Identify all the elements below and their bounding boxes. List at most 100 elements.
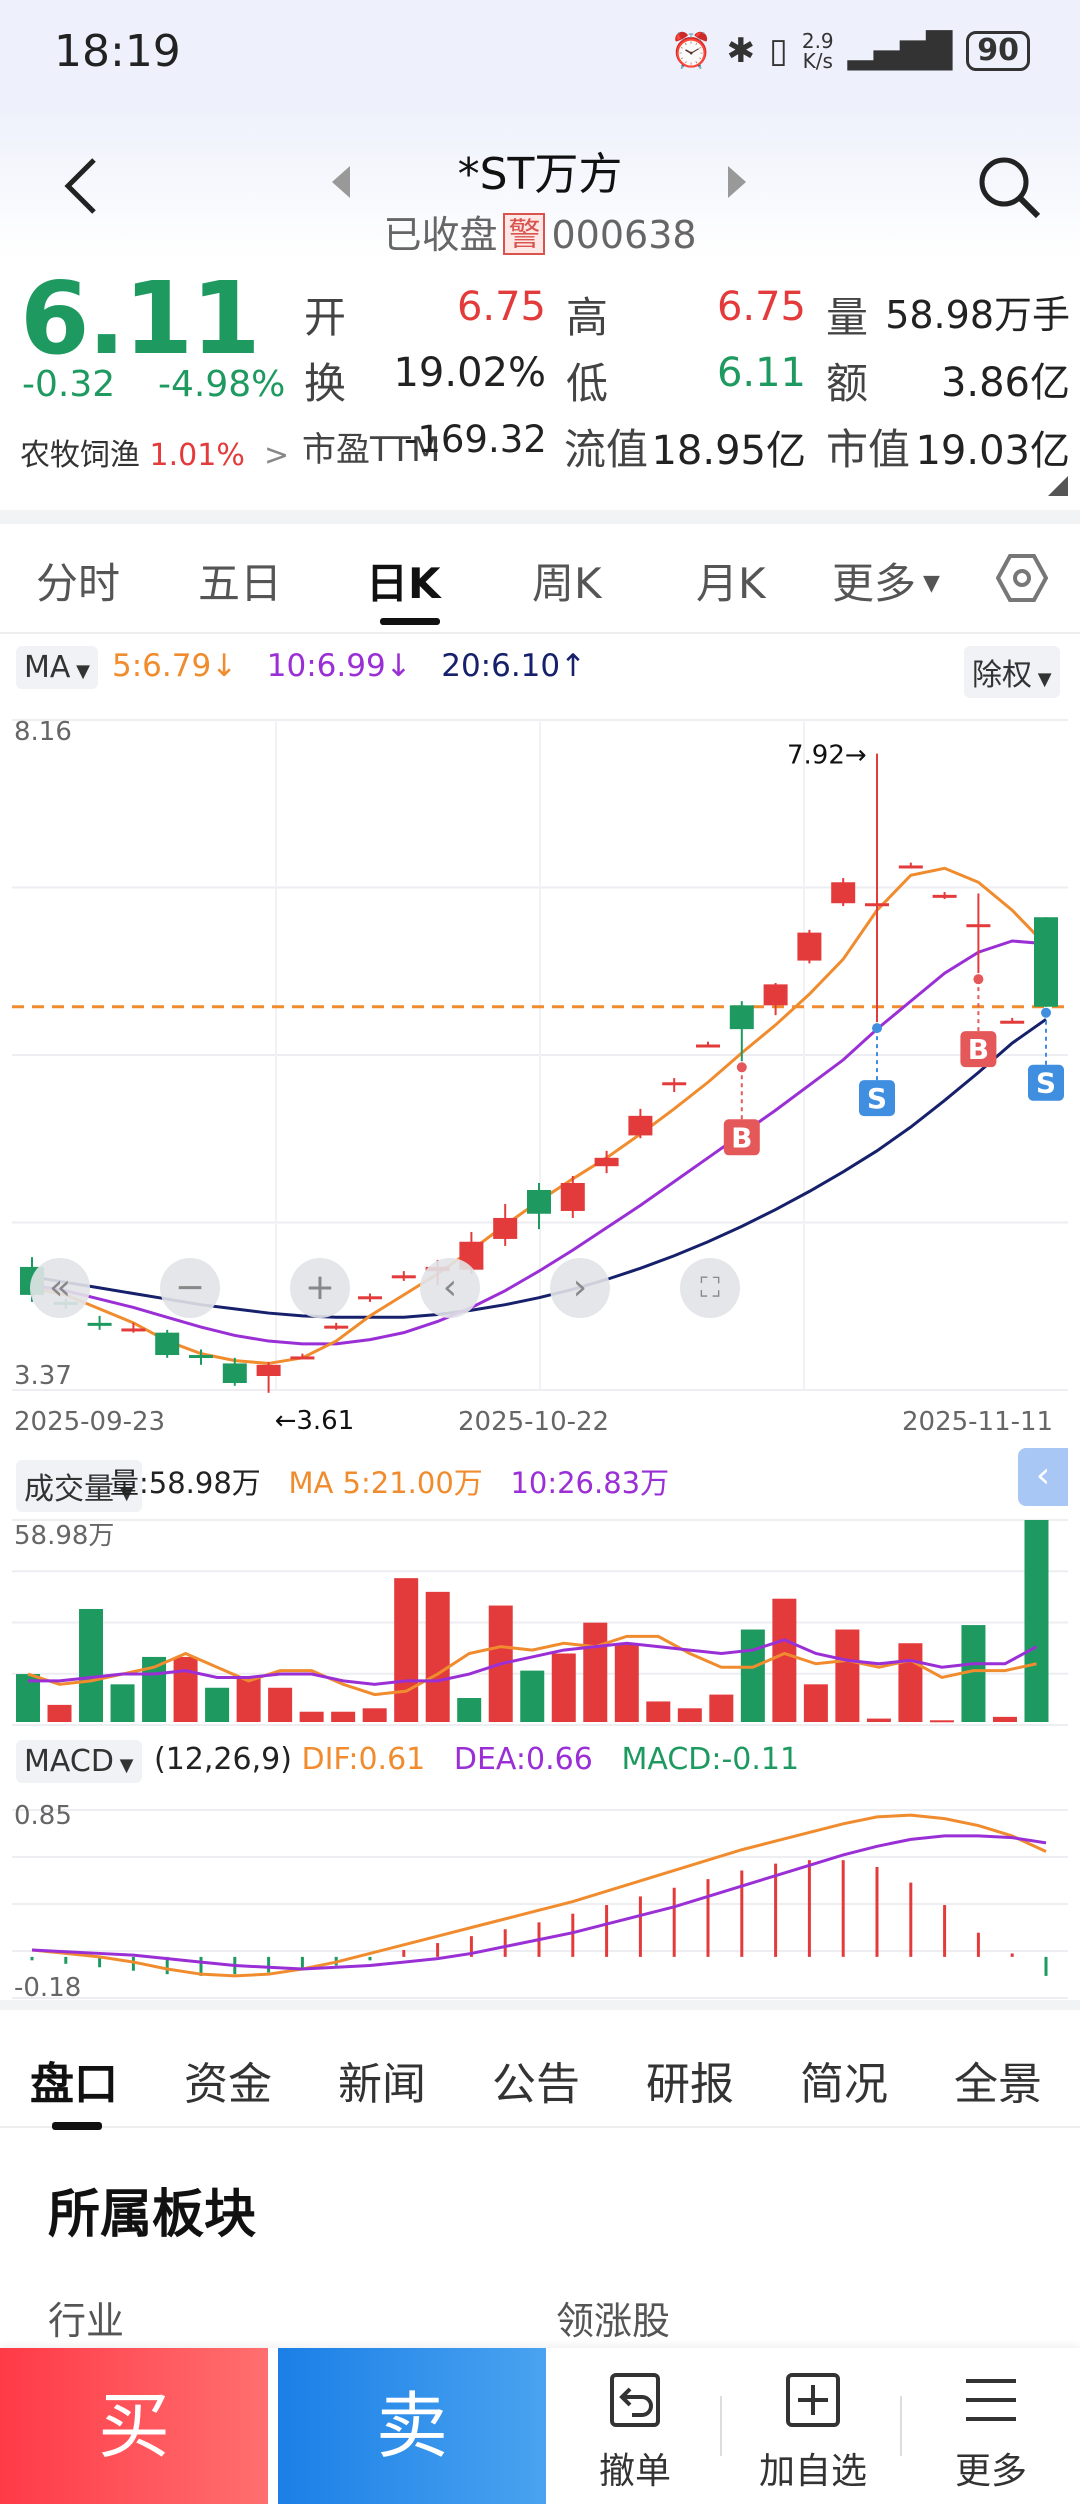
volume-ma5: MA 5:21.00万 <box>288 1466 483 1500</box>
fullscreen-button[interactable]: ⛶ <box>680 1258 740 1318</box>
caret-down-icon: ▼ <box>1032 669 1052 690</box>
tab-announcements[interactable]: 公告 <box>492 2059 580 2110</box>
tab-intraday[interactable]: 分时 <box>36 559 121 608</box>
ma-legend: 5:6.79↓ 10:6.99↓ 20:6.10↑ <box>112 648 586 684</box>
volume-bar <box>646 1701 671 1722</box>
section-title: 所属板块 <box>48 2185 257 2245</box>
scroll-left-fast-button[interactable]: « <box>30 1258 90 1318</box>
caret-right-icon <box>728 166 746 198</box>
hexagon-settings-icon <box>995 554 1049 602</box>
buy-signal-badge <box>960 1031 997 1068</box>
scroll-left-button[interactable]: ‹ <box>420 1258 480 1318</box>
chart-grid <box>12 719 1068 1999</box>
period-tabs: 分时 五日 日K 周K 月K 更多 ▼ <box>0 524 1080 634</box>
volume-bar <box>866 1718 891 1722</box>
volume-bar <box>488 1605 513 1722</box>
back-button[interactable] <box>56 156 106 216</box>
sector-tag[interactable]: 农牧饲渔 1.01% > <box>20 438 290 473</box>
price-change-pct: -4.98% <box>158 364 286 405</box>
volume-value: 58.98万手 <box>885 293 1070 337</box>
low-value: 6.11 <box>716 350 806 396</box>
x-tick-mid: 2025-10-22 <box>458 1407 609 1437</box>
prev-stock-button[interactable] <box>330 164 352 204</box>
tab-funds[interactable]: 资金 <box>184 2059 272 2110</box>
volume-bar <box>142 1656 167 1722</box>
indicator-selector[interactable]: MA ▼ <box>16 646 98 689</box>
volume-bar <box>520 1670 545 1722</box>
search-button[interactable] <box>976 154 1042 224</box>
arrow-down-icon: ↓ <box>385 648 412 684</box>
stock-name: *ST万方 <box>457 149 623 200</box>
tab-more[interactable]: 更多 ▼ <box>832 559 940 608</box>
more-label: 更多 <box>954 2451 1027 2492</box>
volume-selector[interactable]: 成交量 ▼ <box>16 1460 142 1512</box>
volume-bar <box>47 1704 72 1722</box>
amount-value: 3.86亿 <box>940 360 1070 406</box>
volume-bar <box>299 1711 324 1722</box>
volume-bar <box>551 1653 576 1722</box>
arrow-down-icon: ↓ <box>211 648 238 684</box>
kline-ymax: 8.16 <box>14 717 72 747</box>
expand-corner-icon[interactable] <box>1048 476 1068 496</box>
caret-down-icon: ▼ <box>114 1483 134 1504</box>
tab-monthly-k[interactable]: 月K <box>696 559 766 608</box>
settings-button[interactable] <box>995 552 1049 608</box>
macd-dea: DEA:0.66 <box>453 1742 593 1777</box>
tab-research[interactable]: 研报 <box>646 2059 734 2110</box>
high-value: 6.75 <box>716 284 806 330</box>
high-marker: 7.92→ <box>787 741 867 771</box>
volume-bar <box>803 1684 828 1722</box>
candle-body <box>729 1005 754 1030</box>
candle-body <box>121 1328 146 1332</box>
buy-button[interactable]: 买 <box>0 2348 268 2504</box>
volume-bar <box>992 1716 1017 1722</box>
volume-bar <box>772 1598 797 1722</box>
tab-panorama[interactable]: 全景 <box>954 2059 1042 2110</box>
tab-orderbook[interactable]: 盘口 <box>30 2059 118 2110</box>
candle-body <box>594 1157 619 1167</box>
candle-body <box>324 1325 349 1329</box>
add-watchlist-button[interactable]: 加自选 <box>738 2364 888 2494</box>
macd-dif: DIF:0.61 <box>301 1742 426 1777</box>
scroll-right-button[interactable]: › <box>550 1258 610 1318</box>
zoom-out-button[interactable]: − <box>160 1258 220 1318</box>
float-cap-value: 18.95亿 <box>651 428 806 474</box>
candle-body <box>222 1363 247 1384</box>
divider <box>0 510 1080 524</box>
candle-body <box>662 1082 687 1086</box>
signal-label: S <box>867 1082 887 1115</box>
ma10-value: 10:6.99↓ <box>266 648 412 684</box>
tab-daily-k[interactable]: 日K <box>366 559 441 608</box>
sell-button[interactable]: 卖 <box>278 2348 546 2504</box>
volume-bar <box>362 1708 387 1722</box>
tab-weekly-k[interactable]: 周K <box>532 559 602 608</box>
info-tabs: 盘口 资金 新闻 公告 研报 简况 全景 <box>0 2010 1080 2130</box>
industry-label: 行业 <box>48 2299 125 2343</box>
candle-body <box>628 1115 653 1136</box>
tab-profile[interactable]: 简况 <box>800 2059 888 2110</box>
cancel-order-button[interactable]: 撤单 <box>560 2364 710 2494</box>
tab-news[interactable]: 新闻 <box>338 2059 426 2110</box>
macd-legend: (12,26,9) DIF:0.61 DEA:0.66 MACD:-0.11 <box>154 1742 799 1777</box>
side-panel-toggle[interactable]: ‹ <box>1018 1448 1068 1506</box>
next-stock-button[interactable] <box>726 164 748 204</box>
signal-icon: ▂▄▆█ <box>847 31 953 71</box>
candle-body <box>391 1275 416 1279</box>
volume-bar <box>394 1578 419 1722</box>
macd-value: MACD:-0.11 <box>621 1742 800 1777</box>
volume-bar <box>1024 1520 1049 1722</box>
price-change: -0.32 <box>22 364 116 405</box>
adjust-selector[interactable]: 除权 ▼ <box>964 646 1060 698</box>
volume-bar <box>614 1643 639 1722</box>
macd-selector[interactable]: MACD ▼ <box>16 1740 142 1783</box>
low-label: 低 <box>566 359 609 408</box>
tab-five-day[interactable]: 五日 <box>198 559 283 608</box>
candle-body <box>189 1355 213 1359</box>
volume-bar <box>110 1684 135 1722</box>
turnover-label: 换 <box>304 359 347 408</box>
more-button[interactable]: 更多 <box>916 2364 1066 2494</box>
kline-chart: 7.92→ ←3.61 B S B S <box>12 741 1068 1436</box>
zoom-in-button[interactable]: + <box>290 1258 350 1318</box>
candle-body <box>155 1332 180 1356</box>
volume-ma10-line <box>28 1638 1038 1686</box>
